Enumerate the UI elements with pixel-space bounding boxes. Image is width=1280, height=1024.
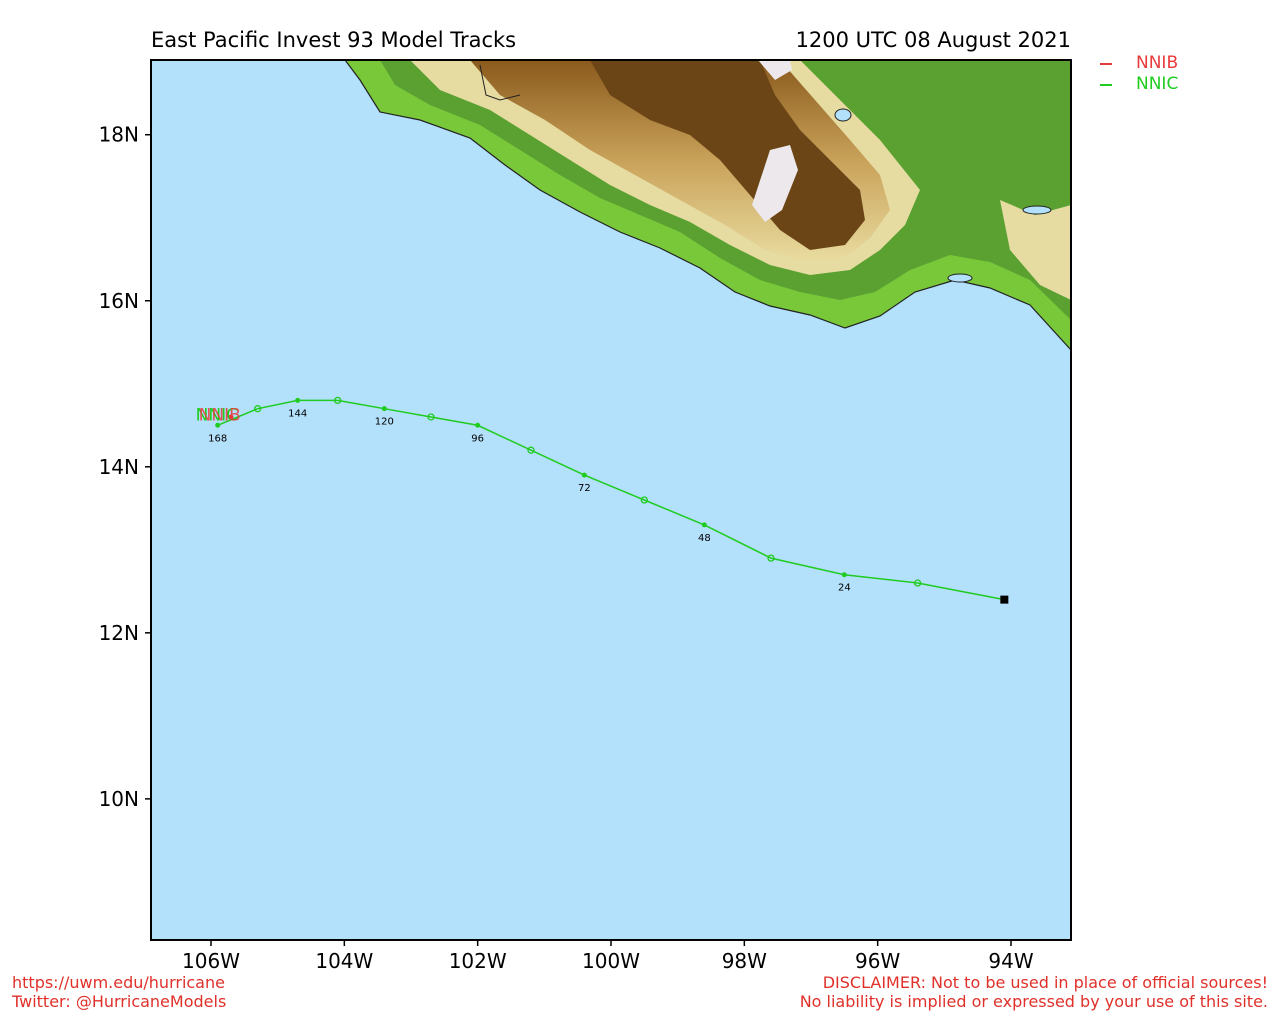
lon-tick-label: 94W [988,949,1033,973]
lon-tick-label: 98W [722,949,767,973]
legend: NNIB NNIC [1100,53,1178,95]
river [479,64,521,101]
legend-label-nnic: NNIC [1136,74,1179,94]
track-point [215,422,221,428]
land-east-plateau [1000,200,1071,300]
footer-disclaimer: DISCLAIMER: Not to be used in place of o… [800,973,1268,1011]
legend-label-nnib: NNIB [1136,53,1179,73]
lat-tick-label: 16N [99,289,139,313]
track-hour-label: 120 [375,417,394,428]
map-datetime: 1200 UTC 08 August 2021 [795,28,1071,52]
legend-item-nnic: NNIC [1100,74,1178,95]
map-title: East Pacific Invest 93 Model Tracks [151,28,517,52]
lagoon [947,273,973,283]
lon-tick-label: 106W [182,949,240,973]
initial-position-marker [1000,595,1009,604]
track-point [475,422,481,428]
lake-east [1022,205,1052,215]
track-hour-label: 144 [288,408,307,419]
disclaimer-line-2: No liability is implied or expressed by … [799,992,1268,1011]
land-peak [752,145,798,222]
track-point [427,413,435,421]
track-point [841,572,847,578]
disclaimer-line-1: DISCLAIMER: Not to be used in place of o… [822,973,1268,992]
track-point [581,472,587,478]
track-point [254,405,262,413]
track-point [527,446,535,454]
lon-tick-label: 104W [315,949,373,973]
footer-twitter[interactable]: Twitter: @HurricaneModels [12,992,227,1011]
land-highland [590,60,865,250]
lat-tick-label: 10N [99,787,139,811]
nnib-point [229,414,233,419]
track-hour-label: 96 [471,433,484,444]
track-point [334,396,342,405]
track-point [295,397,301,403]
track-hour-label: 48 [698,533,711,544]
land-peak-north [758,60,792,80]
lon-tick-label: 102W [449,949,507,973]
track-line-nnic [217,399,1005,601]
track-end-label-nnic: NNIC [196,405,238,425]
track-hour-label: 168 [208,433,227,444]
lon-tick-label: 100W [582,949,640,973]
track-point [914,579,922,587]
lat-tick-label: 18N [99,123,139,147]
footer-links: https://uwm.edu/hurricane Twitter: @Hurr… [12,973,226,1011]
track-point [640,496,648,504]
land-terrain [344,60,1071,351]
lon-tick-label: 96W [855,949,900,973]
track-point [701,522,707,528]
track-end-label-nnib: NNIB [199,405,241,425]
lat-tick-label: 14N [99,455,139,479]
lake [834,108,852,122]
track-point [381,406,387,412]
lat-tick-label: 12N [99,621,139,645]
track-point [767,554,775,562]
legend-swatch-nnib [1100,62,1112,65]
track-hour-label: 72 [578,483,591,494]
map-axes: 106W 104W 102W 100W 98W 96W 94W 18N 16N 14N 12N 10N [99,123,1034,973]
footer-url[interactable]: https://uwm.edu/hurricane [12,973,225,992]
legend-swatch-nnic [1100,83,1112,86]
track-hour-label: 24 [838,583,851,594]
legend-item-nnib: NNIB [1100,53,1178,74]
